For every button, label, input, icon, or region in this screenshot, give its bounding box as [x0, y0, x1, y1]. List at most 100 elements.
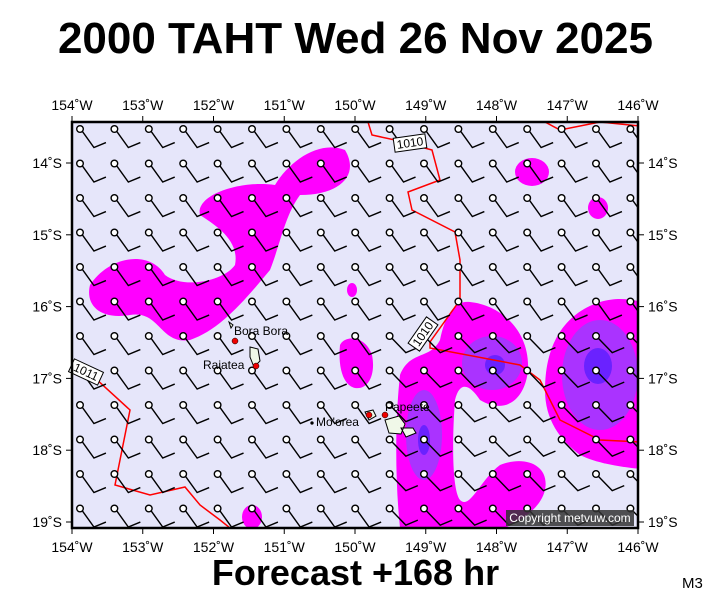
place-label-moorea: Mo'orea: [316, 415, 359, 429]
wind-barb: [351, 297, 382, 321]
wind-barb: [557, 124, 588, 149]
wind-barb: [213, 435, 244, 459]
wind-barb: [420, 366, 453, 388]
wind-barb: [592, 263, 623, 287]
wind-barb: [385, 504, 419, 526]
wind-barb: [110, 297, 141, 321]
lon-label-bottom: 150˚W: [334, 539, 376, 555]
copyright-box: [506, 510, 634, 526]
wind-barb: [385, 401, 419, 423]
wind-barb: [351, 470, 382, 494]
wind-barb: [75, 263, 107, 287]
wind-barb: [179, 470, 210, 494]
wind-barb: [213, 193, 244, 218]
wind-barb: [247, 193, 279, 218]
wind-barb: [351, 263, 382, 287]
wind-barb: [144, 228, 176, 252]
marker-papeete: [381, 411, 389, 419]
lon-label-bottom: 149˚W: [405, 539, 447, 555]
wind-barb: [144, 193, 176, 218]
lon-label-top: 146˚W: [617, 97, 659, 113]
wind-barb: [282, 228, 313, 252]
wind-barb: [110, 124, 141, 149]
lon-label-top: 150˚W: [334, 97, 376, 113]
lon-label-bottom: 148˚W: [476, 539, 518, 555]
wind-barb: [592, 193, 623, 218]
wind-barb: [592, 159, 623, 183]
wind-barb: [626, 124, 638, 140]
wind-barb: [488, 435, 522, 457]
wind-barb: [316, 124, 348, 149]
lat-label-left: 19˚S: [32, 514, 62, 530]
map-title: 2000 TAHT Wed 26 Nov 2025: [57, 14, 654, 63]
marker-raiatea: [252, 362, 260, 370]
wind-barb: [557, 435, 591, 457]
wind-barb: [420, 263, 451, 287]
lon-label-bottom: 153˚W: [122, 539, 164, 555]
wind-barb: [213, 470, 244, 494]
copyright: Copyright metvuw.com: [509, 511, 630, 525]
wind-barb: [488, 193, 520, 218]
wind-barb: [179, 159, 210, 183]
wind-barb: [282, 435, 313, 459]
wind-barb: [523, 297, 554, 321]
wind-barb: [454, 193, 485, 218]
lon-label-top: 153˚W: [122, 97, 164, 113]
lon-label-bottom: 154˚W: [51, 539, 93, 555]
lon-label-bottom: 152˚W: [193, 539, 235, 555]
wind-barb: [316, 263, 348, 287]
wind-barb: [488, 297, 520, 321]
wind-barb: [179, 228, 210, 252]
wind-barb: [75, 124, 107, 149]
place-markers: [231, 337, 389, 425]
wind-barbs: [75, 124, 638, 528]
rain-area: [588, 197, 608, 219]
wind-barb: [247, 435, 279, 459]
wind-barb: [247, 124, 279, 149]
wind-barb: [75, 401, 107, 425]
wind-barb: [454, 366, 487, 388]
lon-label-top: 148˚W: [476, 97, 518, 113]
wind-barb: [247, 263, 279, 287]
wind-barb: [144, 435, 176, 459]
wind-barb: [110, 193, 141, 218]
marker-bora-bora: [231, 337, 239, 345]
wind-barb: [385, 297, 416, 321]
wind-barb: [351, 228, 382, 252]
wind-barb: [420, 435, 453, 457]
wind-barb: [316, 470, 348, 494]
island-bora-bora: [228, 320, 234, 330]
wind-barb: [523, 263, 554, 287]
wind-barb: [523, 193, 554, 218]
lat-label-left: 17˚S: [32, 370, 62, 386]
wind-barb: [110, 159, 141, 183]
island-tahiti: [384, 415, 417, 438]
wind-barb: [110, 470, 141, 494]
wind-barb: [454, 332, 487, 354]
place-label-raiatea: Raiatea: [203, 358, 245, 372]
wind-barb: [523, 228, 554, 252]
wind-barb: [144, 159, 176, 183]
wind-barb: [282, 470, 313, 494]
wind-barb: [557, 366, 591, 388]
wind-barb: [282, 159, 313, 183]
wind-barb: [144, 470, 176, 494]
svg-text:1010: 1010: [396, 134, 425, 152]
wind-barb: [316, 228, 348, 252]
wind-barb: [282, 366, 313, 390]
wind-barb: [351, 435, 382, 459]
wind-barb: [213, 332, 244, 356]
wind-barb: [179, 193, 210, 218]
wind-barb: [420, 124, 451, 149]
axis-ticks: 154˚W 154˚W 153˚W 153˚W 152˚W 152˚W 151˚W 151˚W…: [32, 97, 677, 555]
wind-barb: [523, 332, 556, 354]
wind-barb: [282, 193, 313, 218]
wind-barb: [351, 401, 382, 425]
wind-barb: [144, 297, 176, 321]
wind-barb: [385, 366, 419, 388]
wind-barb: [110, 228, 141, 252]
wind-barb: [523, 435, 556, 457]
wind-barb: [385, 435, 419, 457]
isobar-line: [544, 122, 638, 131]
wind-barb: [488, 263, 520, 287]
